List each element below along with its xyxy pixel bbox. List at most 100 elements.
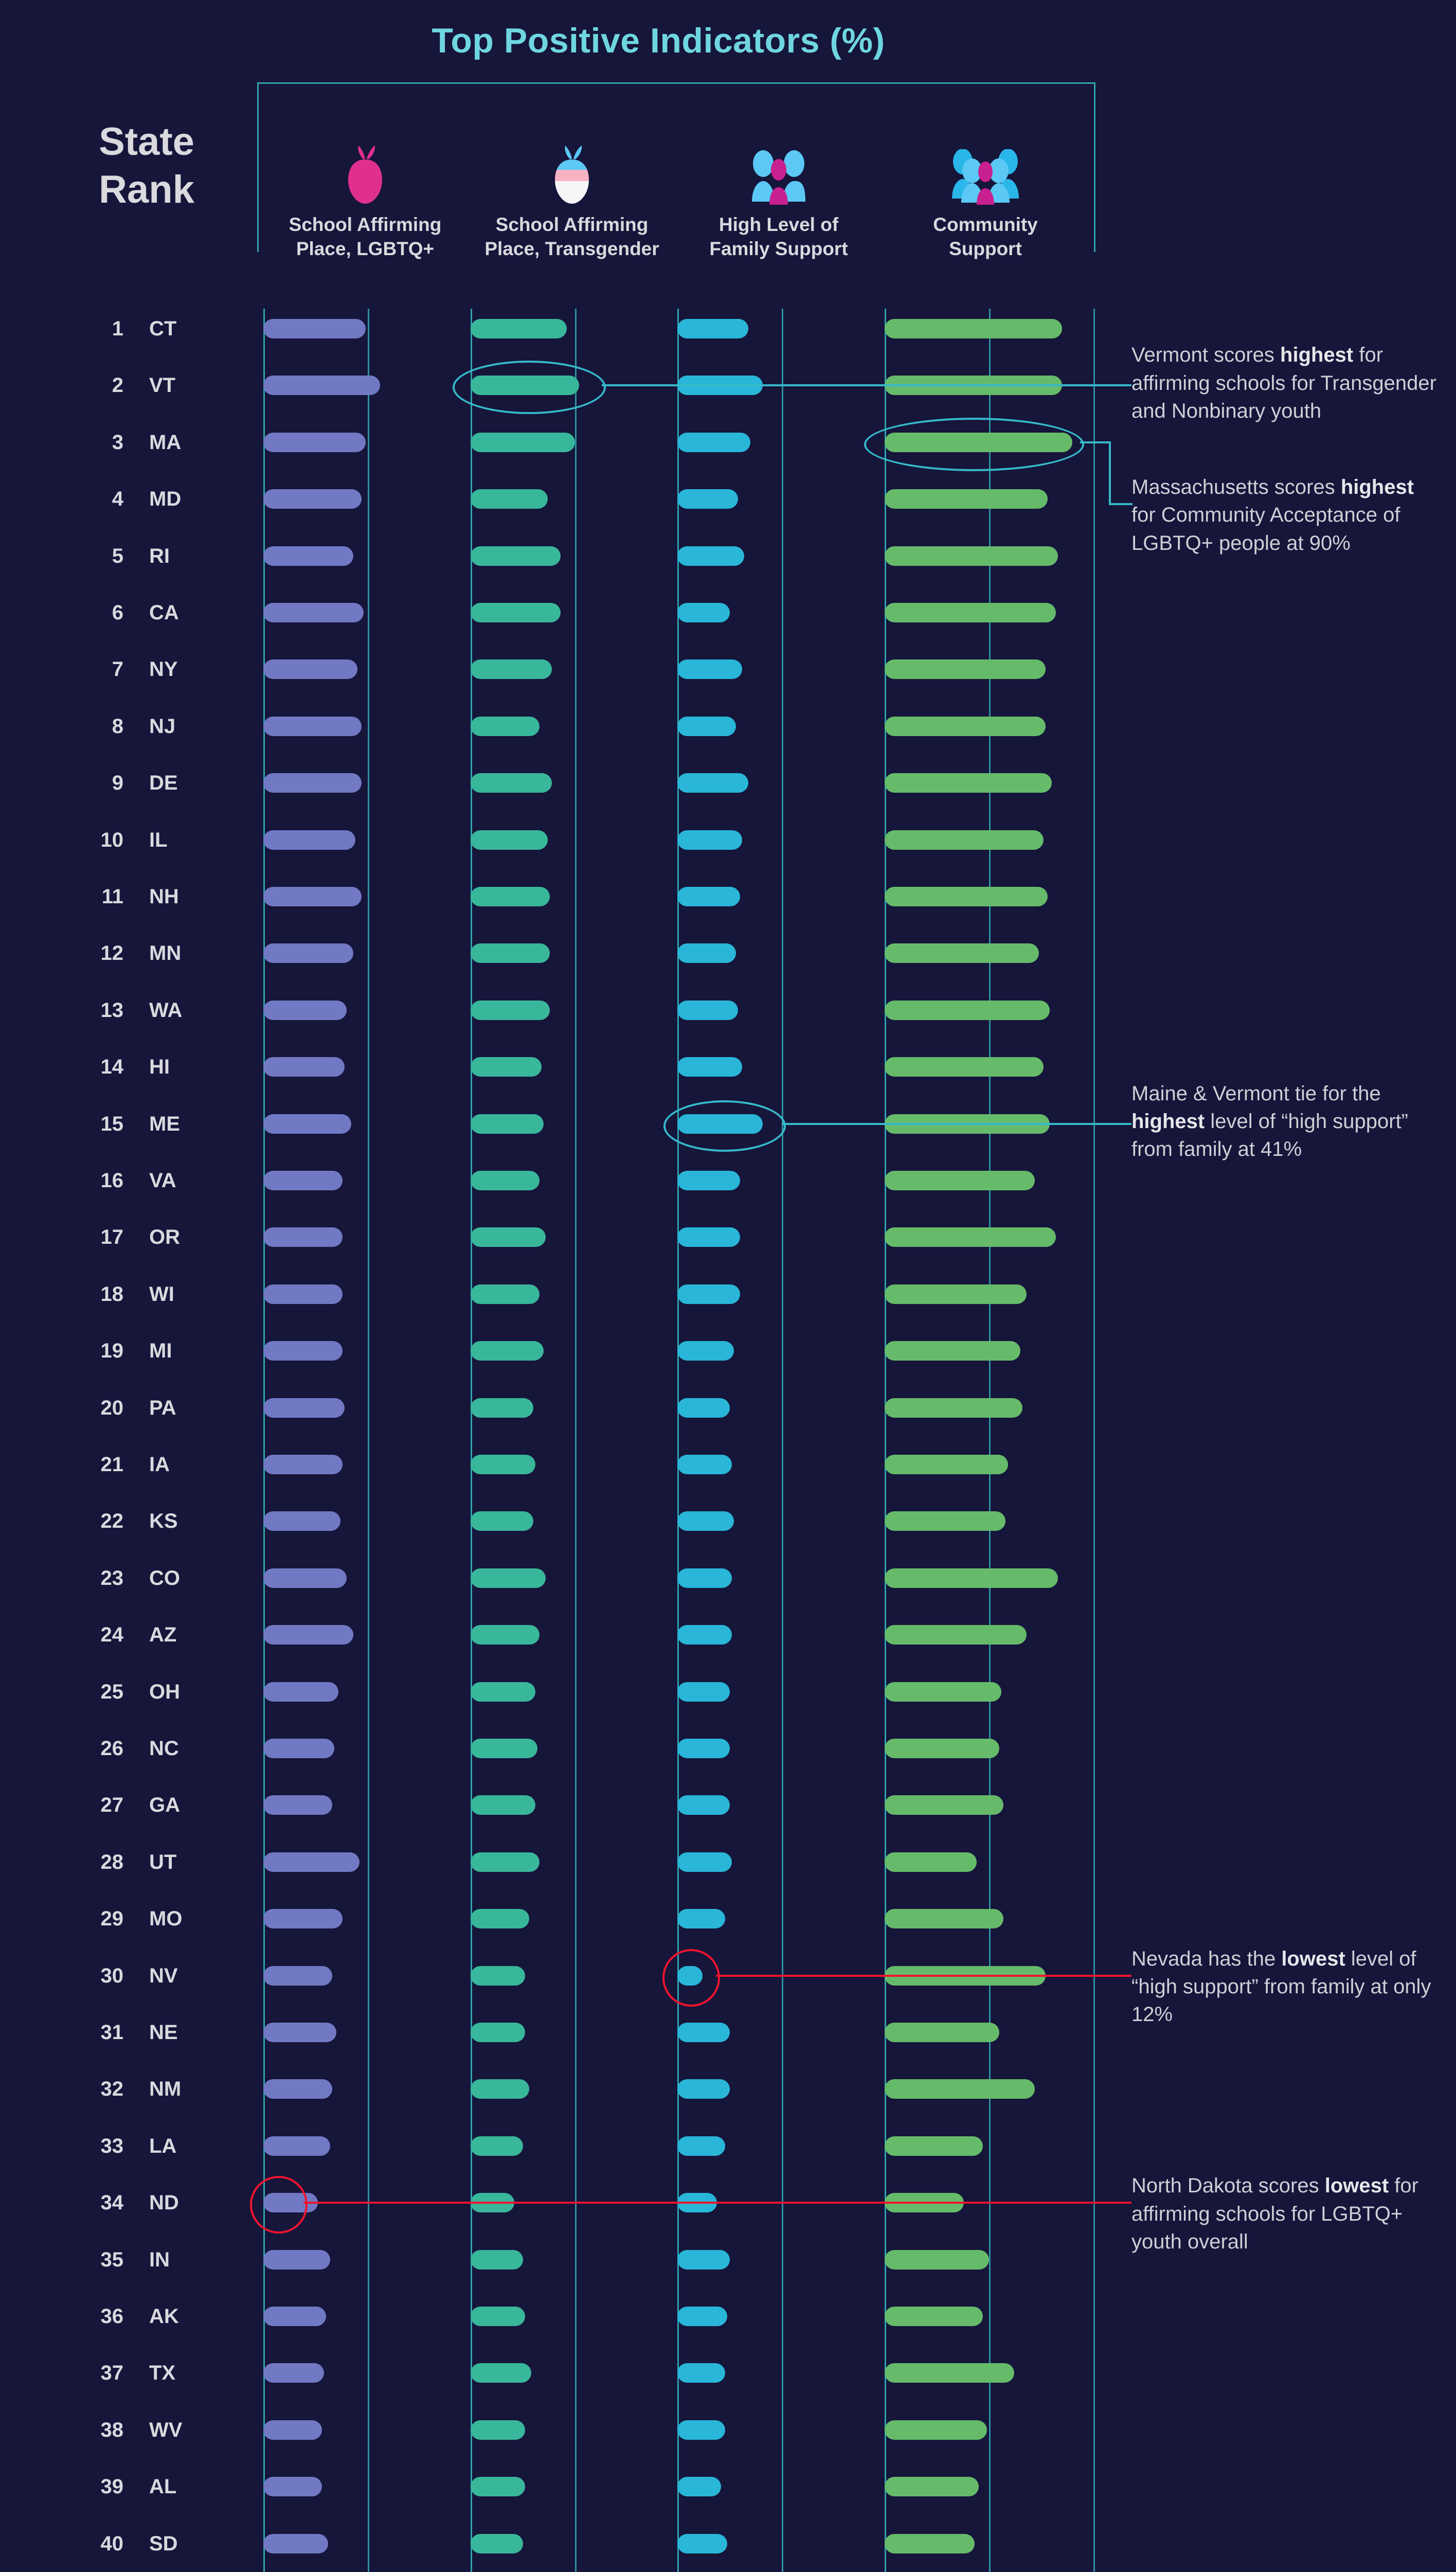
rank-label: 8 xyxy=(112,715,123,738)
annotation-ma-community: Massachusetts scores highest for Communi… xyxy=(1131,475,1414,555)
leader-line-ma-community-h2 xyxy=(1109,503,1133,505)
bar xyxy=(677,1057,742,1077)
rank-label: 1 xyxy=(112,317,123,340)
bar xyxy=(885,1341,1020,1361)
bar xyxy=(885,603,1056,622)
column-header-school-transgender: School Affirming Place, Transgender xyxy=(469,123,675,261)
rank-label: 15 xyxy=(100,1112,124,1135)
rank-label: 32 xyxy=(100,2078,124,2101)
annotation-nd-school-low: North Dakota scores lowest for affirming… xyxy=(1131,2174,1418,2253)
bar xyxy=(471,943,550,963)
bar xyxy=(471,773,552,793)
gridline xyxy=(677,309,679,2572)
bar xyxy=(263,319,366,338)
state-label: VT xyxy=(149,374,176,397)
bar xyxy=(471,830,548,850)
column-label-line2: Family Support xyxy=(709,238,848,259)
state-label: OR xyxy=(149,1226,180,1249)
rank-label: 40 xyxy=(100,2532,124,2555)
state-label: NM xyxy=(149,2078,182,2101)
bar xyxy=(885,2533,975,2553)
bar xyxy=(263,2533,328,2553)
rank-label: 28 xyxy=(100,1850,124,1873)
bar xyxy=(677,659,742,680)
leader-line-nv-family-low xyxy=(716,1974,1131,1977)
state-label: MA xyxy=(149,431,182,454)
rank-label: 4 xyxy=(112,488,123,511)
bar xyxy=(885,2307,983,2326)
bar xyxy=(263,2420,322,2440)
bar xyxy=(471,1114,544,1134)
bar xyxy=(471,1909,529,1929)
bar xyxy=(677,830,742,850)
gridline xyxy=(782,309,783,2572)
bar xyxy=(677,1682,730,1702)
rank-label: 38 xyxy=(100,2418,124,2441)
state-label: VA xyxy=(149,1169,176,1192)
state-label: AK xyxy=(149,2305,179,2328)
bar xyxy=(885,716,1046,736)
bar xyxy=(471,1568,546,1588)
state-label: AL xyxy=(149,2475,177,2498)
bar xyxy=(677,1795,730,1815)
rank-label: 35 xyxy=(100,2248,124,2271)
bar xyxy=(885,319,1063,338)
bar xyxy=(885,2136,983,2156)
bar xyxy=(471,1398,533,1418)
bar xyxy=(471,2023,525,2042)
column-header-community-support: Community Support xyxy=(883,123,1088,261)
bar xyxy=(885,1511,1006,1531)
state-label: MN xyxy=(149,942,182,965)
bar xyxy=(263,1795,332,1815)
bar xyxy=(885,1909,1004,1929)
rank-label: 18 xyxy=(100,1282,124,1306)
community-icon xyxy=(883,123,1088,206)
bar xyxy=(263,1227,343,1247)
bar xyxy=(677,773,749,793)
rank-label: 17 xyxy=(100,1226,124,1249)
rank-label: 14 xyxy=(100,1056,124,1079)
rank-label: 21 xyxy=(100,1453,124,1476)
bar xyxy=(263,1909,343,1929)
leader-line-vt-transgender xyxy=(602,384,1131,387)
bar xyxy=(471,659,552,680)
bar xyxy=(471,1057,542,1077)
gridline xyxy=(368,309,369,2572)
state-label: WV xyxy=(149,2418,183,2441)
apple-icon xyxy=(262,123,468,206)
bar xyxy=(677,1341,734,1361)
bar xyxy=(677,432,751,452)
bar xyxy=(677,1000,738,1020)
bar xyxy=(677,1171,740,1190)
state-label: CO xyxy=(149,1566,180,1589)
bar xyxy=(471,1171,540,1190)
header-bracket xyxy=(257,82,1095,252)
bar xyxy=(677,603,730,622)
annotation-nv-family-low: Nevada has the lowest level of “high sup… xyxy=(1131,1947,1431,2026)
state-label: CT xyxy=(149,317,177,340)
bar xyxy=(471,2363,531,2383)
bar xyxy=(885,1284,1027,1304)
bar xyxy=(885,1852,977,1872)
state-label: NE xyxy=(149,2021,178,2044)
bar xyxy=(677,1227,740,1247)
rank-label: 12 xyxy=(100,942,124,965)
leader-line-me-vt-family xyxy=(782,1122,1131,1125)
bar xyxy=(885,546,1058,566)
bar xyxy=(885,887,1048,906)
bar xyxy=(471,432,575,452)
bar xyxy=(885,489,1048,509)
gridline xyxy=(989,309,991,2572)
bar xyxy=(677,943,736,963)
bar xyxy=(471,1455,535,1474)
bar xyxy=(677,2249,730,2270)
bar xyxy=(263,716,362,736)
rank-label: 7 xyxy=(112,658,123,681)
column-label-line2: Support xyxy=(949,238,1022,259)
bar xyxy=(471,1795,535,1815)
bar xyxy=(263,2307,326,2326)
bar xyxy=(677,1568,732,1588)
state-label: NH xyxy=(149,885,179,908)
gridline xyxy=(471,309,472,2572)
